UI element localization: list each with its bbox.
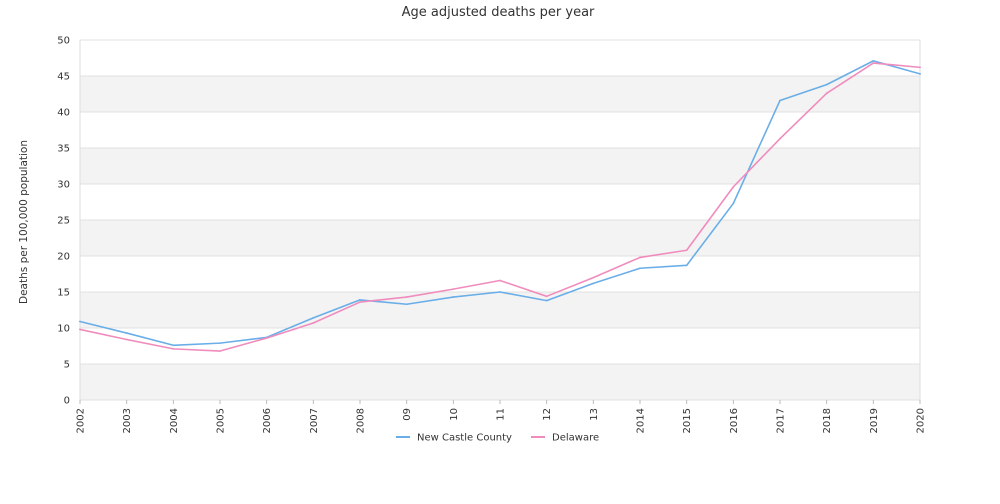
data-point (685, 249, 688, 252)
data-point (499, 291, 501, 293)
y-tick-label: 50 (57, 36, 70, 47)
data-point (592, 276, 595, 279)
x-tick-label: 2019 (869, 408, 880, 433)
x-tick-label: 2017 (776, 408, 787, 433)
data-point (265, 337, 268, 339)
data-point (779, 99, 781, 102)
grid-band (80, 76, 920, 112)
data-point (452, 288, 455, 291)
data-point (919, 72, 921, 75)
data-point (172, 344, 175, 347)
x-tick-label: 12 (542, 408, 553, 421)
data-point (79, 328, 81, 331)
legend-label: New Castle County (417, 433, 512, 444)
legend-item[interactable]: Delaware (531, 433, 599, 444)
data-point (359, 299, 361, 301)
grid-bands (80, 40, 920, 400)
grid-band (80, 112, 920, 148)
x-tick-label: 10 (449, 408, 460, 421)
y-tick-label: 45 (57, 72, 70, 83)
data-point (825, 83, 828, 86)
data-point (312, 322, 315, 324)
x-tick-label: 13 (589, 408, 600, 421)
data-point (125, 338, 128, 341)
x-tick-label: 09 (402, 408, 413, 421)
legend-label: Delaware (552, 433, 599, 444)
data-point (219, 350, 221, 352)
x-tick-label: 2007 (309, 408, 320, 433)
data-point (452, 296, 455, 298)
y-tick-label: 40 (57, 108, 70, 119)
data-point (592, 282, 595, 285)
data-point (312, 317, 315, 319)
data-point (685, 264, 688, 267)
data-point (219, 342, 221, 345)
x-tick-label: 2002 (76, 408, 87, 433)
data-point (405, 303, 408, 306)
x-tick-label: 2008 (356, 408, 367, 433)
grid-band (80, 364, 920, 400)
y-axis: 0 5 10 15 20 25 30 35 40 45 50 (57, 36, 70, 407)
grid-band (80, 220, 920, 256)
grid-band (80, 328, 920, 364)
x-tick-label: 2003 (122, 408, 133, 433)
x-tick-label: 2005 (216, 408, 227, 433)
data-point (125, 332, 128, 334)
y-tick-label: 20 (57, 252, 70, 263)
legend: New Castle County Delaware (396, 433, 599, 444)
grid-band (80, 148, 920, 184)
y-tick-label: 5 (64, 360, 70, 371)
x-tick-label: 2004 (169, 408, 180, 433)
chart-title: Age adjusted deaths per year (402, 5, 595, 20)
data-point (872, 59, 875, 62)
legend-item[interactable]: New Castle County (396, 433, 512, 444)
data-point (545, 295, 548, 298)
data-point (359, 301, 361, 303)
data-point (639, 267, 641, 270)
y-tick-label: 10 (57, 324, 70, 335)
data-point (872, 62, 875, 64)
data-point (732, 202, 735, 205)
x-tick-label: 11 (496, 408, 507, 421)
data-point (779, 137, 781, 140)
y-tick-label: 30 (57, 180, 70, 191)
y-tick-label: 35 (57, 144, 70, 155)
x-tick-label: 2016 (729, 408, 740, 433)
data-point (405, 296, 408, 298)
grid-band (80, 184, 920, 220)
grid-band (80, 256, 920, 292)
x-tick-label: 2018 (822, 408, 833, 433)
y-tick-label: 15 (57, 288, 70, 299)
data-point (545, 299, 548, 302)
data-point (172, 347, 175, 350)
x-tick-label: 2006 (262, 408, 273, 433)
grid-band (80, 292, 920, 328)
y-axis-label: Deaths per 100,000 population (18, 140, 30, 304)
data-point (919, 66, 921, 69)
data-point (79, 320, 81, 323)
grid-band (80, 40, 920, 76)
y-tick-label: 25 (57, 216, 70, 227)
data-point (825, 92, 828, 95)
x-axis: 2002 2003 2004 2005 2006 2007 2008 09 10 11 12 13 20… (76, 400, 927, 433)
data-point (499, 279, 501, 282)
x-tick-label: 2015 (682, 408, 693, 433)
series-lines (79, 59, 921, 352)
x-tick-label: 2020 (916, 408, 927, 433)
x-tick-label: 2014 (636, 408, 647, 433)
y-tick-label: 0 (64, 396, 70, 407)
data-point (732, 185, 735, 188)
data-point (639, 256, 641, 259)
